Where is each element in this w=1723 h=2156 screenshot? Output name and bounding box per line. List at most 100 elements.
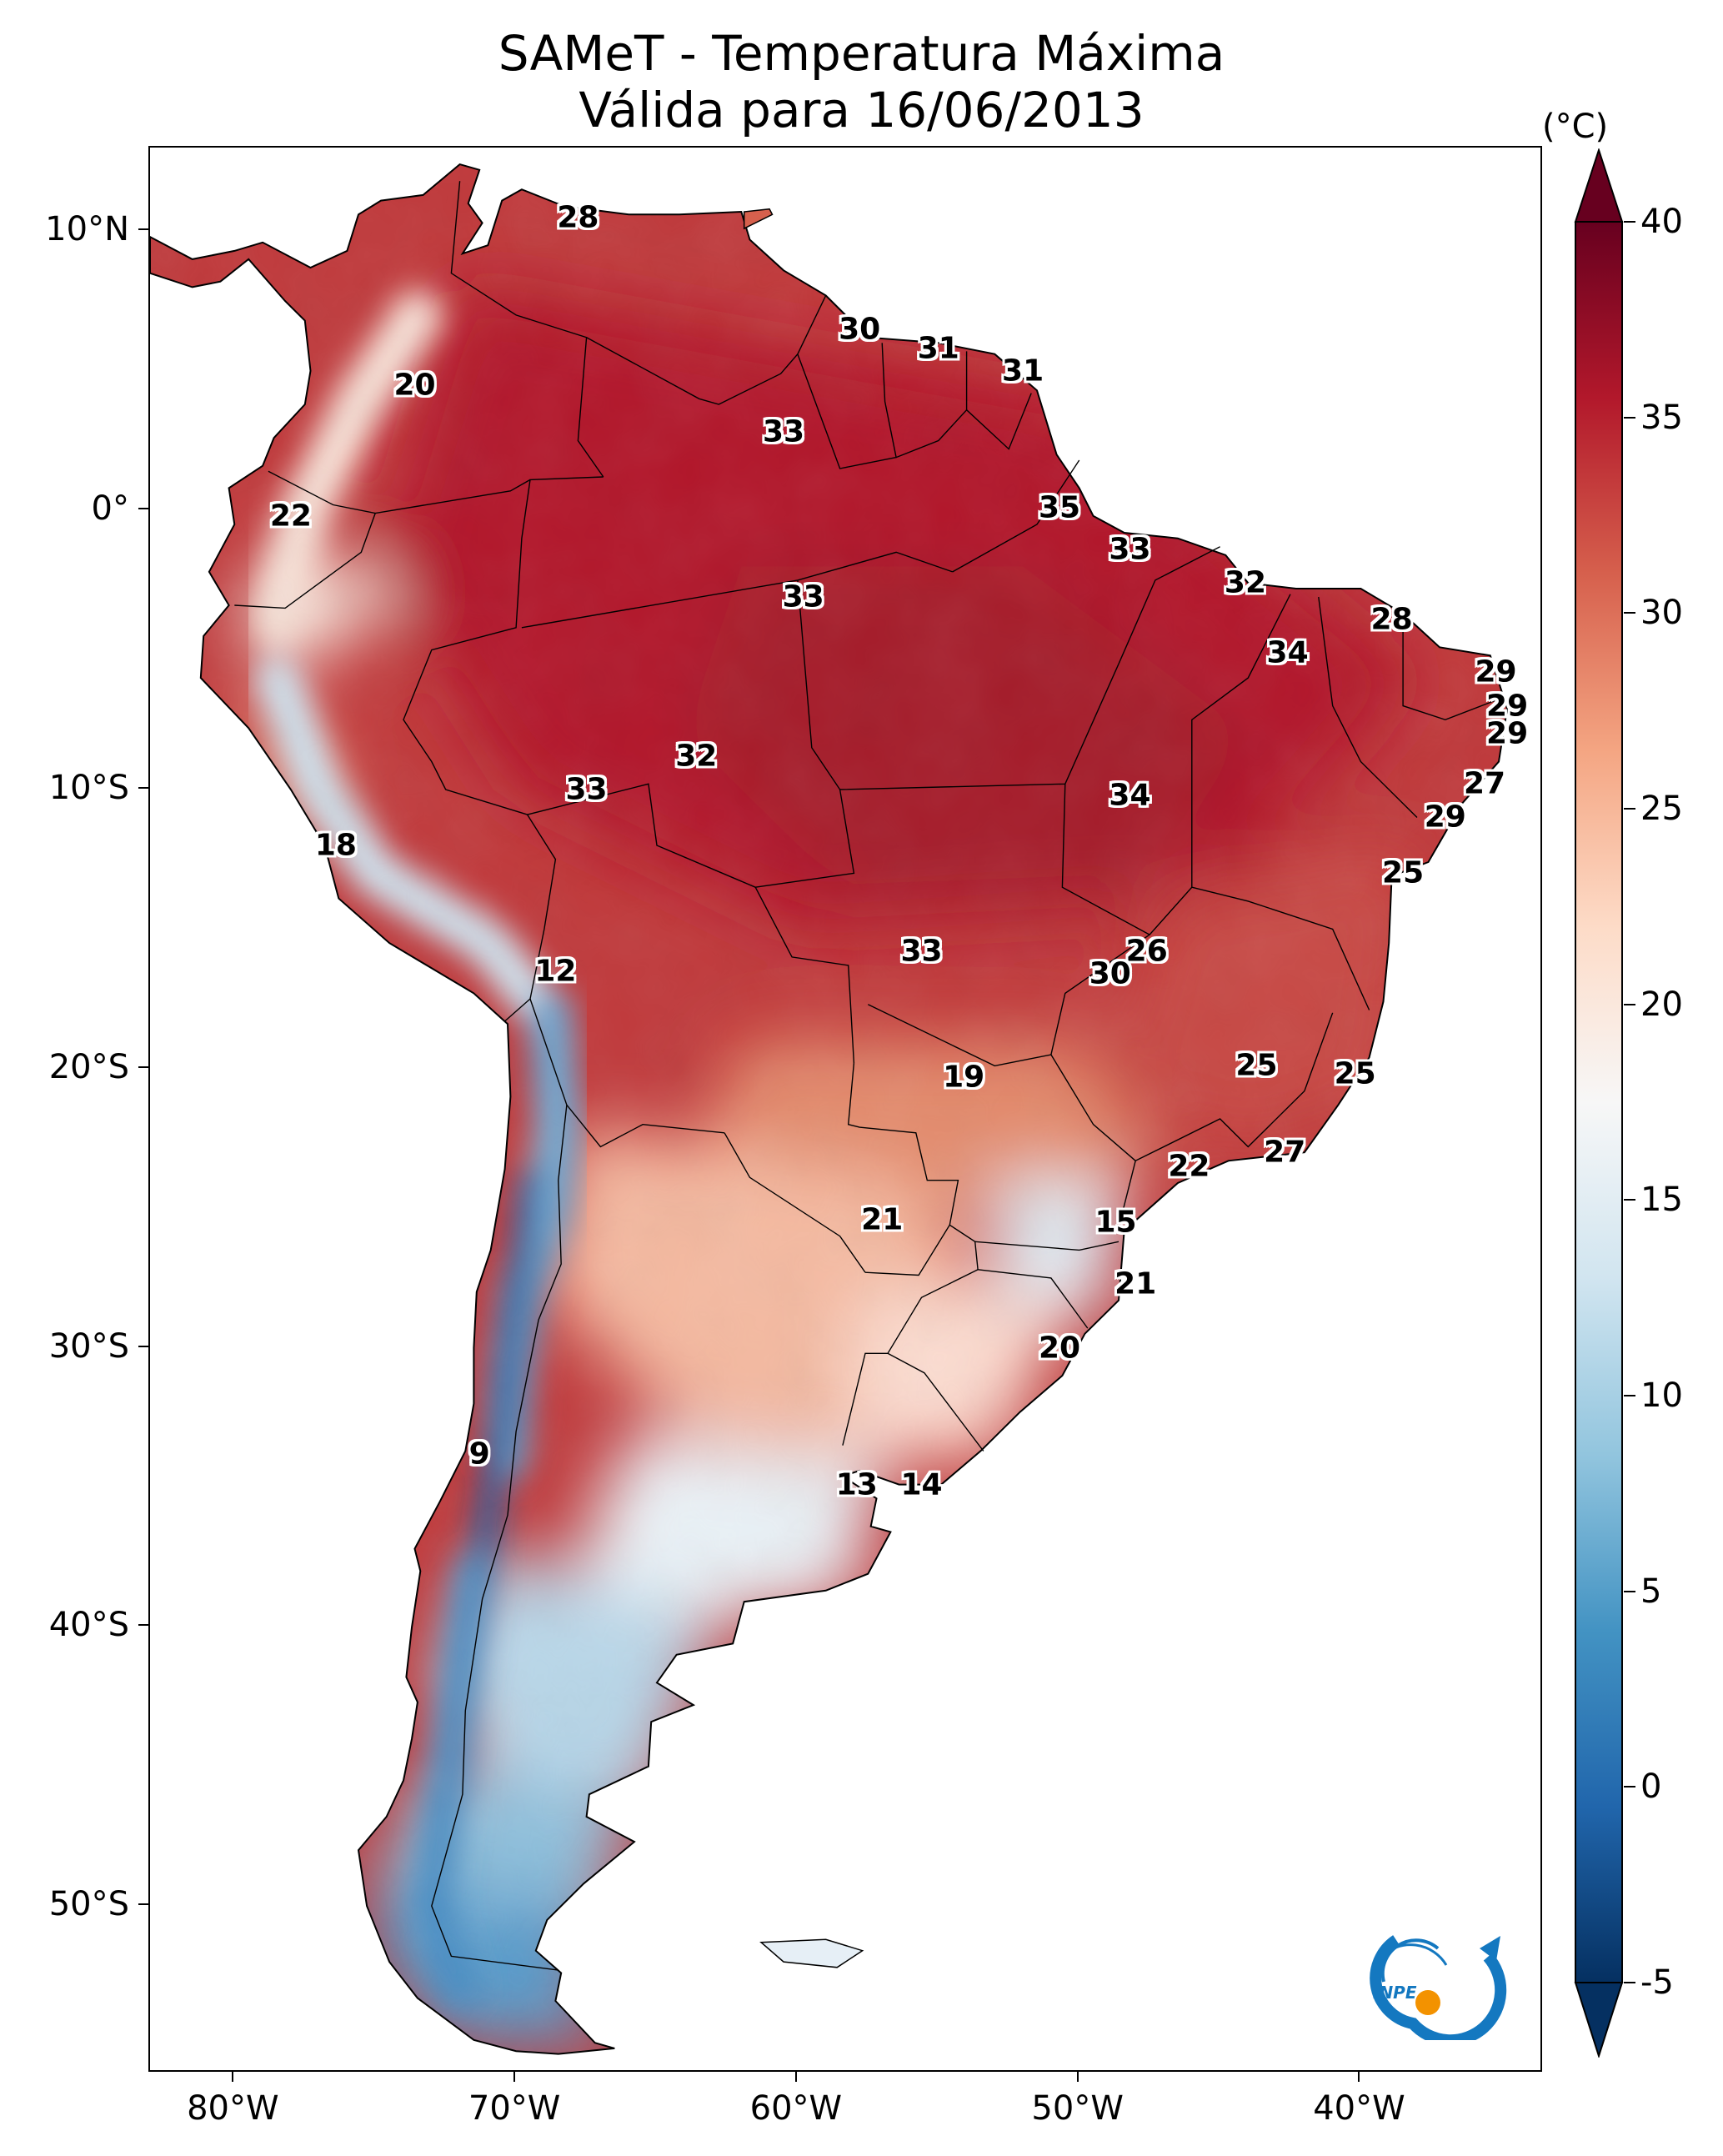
x-tick-mark [232,2072,234,2082]
border-line [1134,1012,1334,1161]
border-line [1118,546,1220,664]
y-tick-label: 40°S [48,1606,129,1645]
colorbar-tick-mark [1624,1395,1635,1396]
contour-label: 9 [468,1436,490,1472]
temperature-map [150,163,1509,2055]
border-line [504,814,557,1022]
islands [743,208,864,1968]
colorbar-tick-label: 25 [1640,790,1683,828]
colorbar-tick-mark [1624,612,1635,614]
contour-label: 28 [557,200,599,235]
contour-label: 21 [1114,1266,1157,1301]
contour-label: 22 [269,499,312,534]
svg-text:INPE: INPE [1373,1983,1417,2003]
colorbar-tick-mark [1624,1982,1635,1983]
x-tick-label: 50°W [1031,2089,1124,2128]
contour-label: 18 [314,828,357,863]
x-tick-mark [1358,2072,1360,2082]
x-tick-mark [794,2072,797,2082]
colorbar-tick-label: 35 [1640,398,1683,437]
border-line [724,1132,866,1273]
contour-label: 29 [1424,800,1466,835]
y-tick-mark [138,508,148,510]
contour-label: 28 [1370,602,1413,637]
colorbar-tick-label: 15 [1640,1181,1683,1220]
x-tick-label: 40°W [1313,2089,1405,2128]
colorbar-tick-label: 40 [1640,203,1683,241]
inpe-logo: INPE [1363,1923,1513,2047]
map-title-line1: SAMeT - Temperatura Máxima [498,25,1225,82]
border-line [952,459,1080,573]
y-tick-mark [138,1065,148,1068]
contour-label: 34 [1109,778,1151,813]
colorbar-tick-mark [1624,1590,1635,1592]
contour-label: 15 [1094,1205,1137,1240]
colorbar-tick-label: 30 [1640,594,1683,633]
border-line [586,295,827,405]
map-panel: 28 30 31 31 20 33 22 35 33 33 32 28 34 29 29 29 32 27 33 34… [148,146,1542,2072]
island [743,208,774,230]
y-tick-mark [138,1345,148,1347]
x-tick-label: 80°W [187,2089,279,2128]
border-line [450,181,604,478]
colorbar-tick-label: -5 [1640,1963,1674,2002]
coastline [150,163,1509,2055]
border-line [268,470,531,514]
contour-label: 25 [1334,1056,1376,1091]
contour-label: 19 [943,1060,985,1095]
contour-label: 34 [1266,635,1309,670]
border-line [842,1224,979,1446]
contour-label: 33 [762,414,805,449]
x-tick-label: 70°W [468,2089,561,2128]
contour-label: 33 [900,934,943,969]
contour-label: 33 [565,772,608,807]
border-line [847,1063,959,1276]
border-line [1050,1054,1136,1217]
contour-label: 12 [534,954,577,989]
y-tick-label: 20°S [48,1047,129,1086]
contour-label: 32 [675,739,718,774]
contour-label: 20 [1038,1331,1081,1366]
colorbar-tick-mark [1624,416,1635,419]
border-line [1191,594,1291,790]
x-tick-label: 60°W [749,2089,843,2128]
y-tick-label: 10°N [45,210,129,249]
border-line [529,998,725,1148]
contour-label: 33 [782,579,824,614]
colorbar-tick-label: 5 [1640,1572,1662,1611]
contour-label: 30 [839,312,881,347]
inpe-logo-icon: INPE [1370,1935,1507,2047]
y-tick-label: 0° [91,489,129,529]
contour-label: 35 [1038,490,1081,525]
border-line [974,1241,1119,1251]
colorbar-tick-mark [1624,808,1635,810]
colorbar-tick-mark [1624,1003,1635,1005]
contour-label: 20 [393,368,436,403]
border-line [1191,886,1370,1010]
colorbar-tick-label: 20 [1640,985,1683,1024]
border-line [521,551,953,629]
y-tick-mark [138,228,148,231]
island [759,1938,864,1968]
colorbar-tick-label: 10 [1640,1376,1683,1415]
contour-label: 27 [1464,766,1506,801]
continent-fill [150,164,1508,2054]
colorbar-tick-mark [1624,1786,1635,1788]
border-line [895,351,968,459]
contour-label: 29 [1486,689,1529,724]
border-line [431,1105,568,1971]
y-tick-label: 30°S [48,1326,129,1366]
border-line [978,1269,1089,1329]
colorbar-tick-label: 0 [1640,1767,1662,1807]
x-tick-mark [1076,2072,1079,2082]
map-title-line2: Válida para 16/06/2013 [579,82,1144,138]
y-tick-mark [138,1903,148,1906]
contour-label: 25 [1382,855,1425,890]
contour-label: 26 [1125,934,1168,969]
contour-label: 29 [1486,716,1529,751]
colorbar-tick-mark [1624,221,1635,223]
border-line [234,513,376,609]
contour-label: 30 [1089,956,1131,991]
border-line [966,393,1032,450]
political-borders [234,181,1496,1971]
